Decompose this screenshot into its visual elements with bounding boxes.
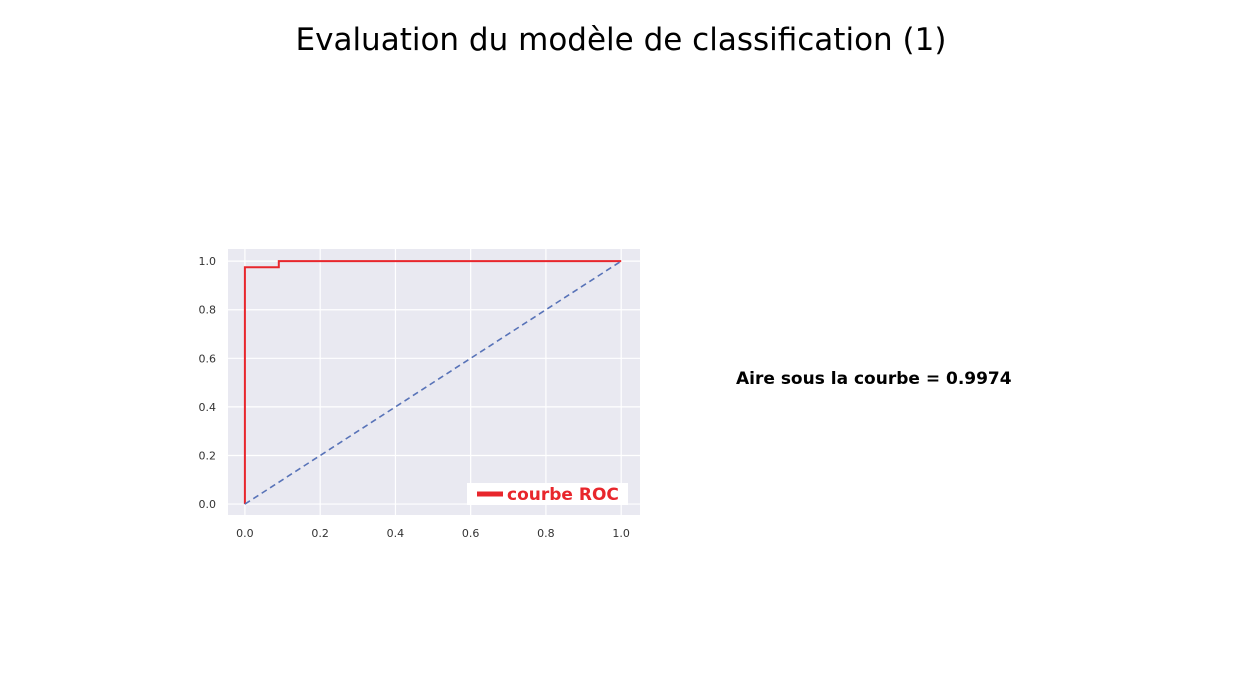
roc-chart-svg: 0.0 0.2 0.4 0.6 0.8 1.0 0.0 0.2 0.4 0.6 0.8 1.0 cou… — [199, 249, 640, 540]
diagonal-reference-line — [244, 260, 622, 505]
tick-labels: 0.0 0.2 0.4 0.6 0.8 1.0 0.0 0.2 0.4 0.6 0.8 1.0 — [199, 255, 630, 540]
legend-box — [467, 483, 628, 505]
legend: courbe ROC — [467, 483, 628, 505]
x-tick-label: 1.0 — [612, 527, 630, 540]
y-tick-label: 0.2 — [199, 449, 217, 462]
y-tick-label: 0.4 — [199, 401, 217, 414]
roc-chart: 0.0 0.2 0.4 0.6 0.8 1.0 0.0 0.2 0.4 0.6 0.8 1.0 cou… — [190, 240, 660, 560]
y-tick-label: 0.8 — [199, 304, 217, 317]
auc-annotation: Aire sous la courbe = 0.9974 — [736, 369, 1012, 389]
legend-label: courbe ROC — [507, 485, 619, 505]
x-tick-label: 0.0 — [236, 527, 254, 540]
y-tick-label: 0.6 — [199, 352, 217, 365]
y-tick-label: 0.0 — [199, 498, 217, 511]
x-tick-label: 0.8 — [537, 527, 555, 540]
x-tick-label: 0.6 — [462, 527, 480, 540]
x-tick-label: 0.4 — [387, 527, 405, 540]
slide-title: Evaluation du modèle de classification (… — [295, 22, 947, 58]
series-layer — [243, 260, 622, 505]
roc-curve-line — [243, 260, 622, 505]
y-tick-label: 1.0 — [199, 255, 217, 268]
grid-lines — [228, 249, 640, 515]
x-tick-label: 0.2 — [311, 527, 329, 540]
